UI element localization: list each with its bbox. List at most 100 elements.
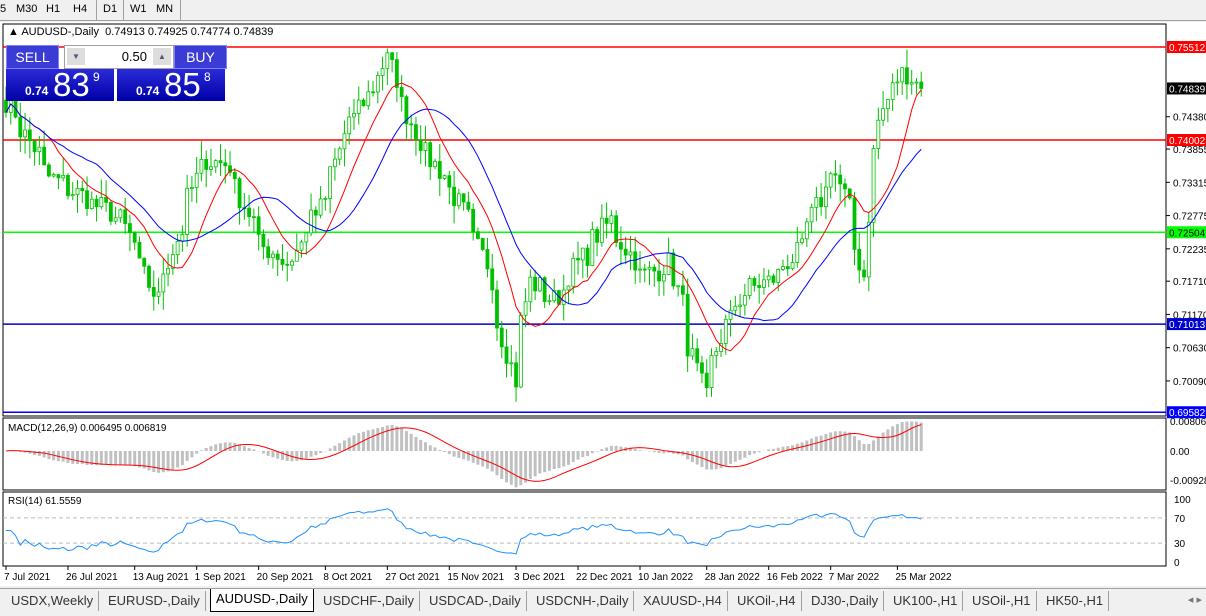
candle (33, 141, 36, 152)
buy-price[interactable]: 0.74 85 8 (117, 69, 225, 101)
candle (624, 249, 627, 255)
candle (500, 328, 503, 347)
candle (138, 242, 141, 258)
candle (238, 179, 241, 208)
timeframe-D1[interactable]: D1 (103, 3, 117, 15)
candle (434, 161, 437, 166)
macd-tick-label: 0.00 (1170, 447, 1190, 458)
tab-usoil-h1[interactable]: USOil-,H1 (967, 591, 1037, 611)
macd-histogram-bar (214, 444, 217, 451)
macd-histogram-bar (267, 451, 270, 456)
candle (47, 165, 50, 176)
tab-usdx-weekly[interactable]: USDX,Weekly (6, 591, 99, 611)
price-tick-label: 0.74380 (1173, 113, 1206, 124)
macd-histogram-bar (743, 451, 746, 458)
price-tick-label: 0.72775 (1173, 212, 1206, 223)
timeframe-H1[interactable]: H1 (46, 3, 60, 15)
macd-histogram-bar (252, 449, 255, 451)
tab-hk50-h1[interactable]: HK50-,H1 (1041, 591, 1109, 611)
candle (548, 301, 551, 302)
tab-usdcnh-daily[interactable]: USDCNH-,Daily (531, 591, 634, 611)
chart-canvas[interactable]: 0.743800.738550.733150.727750.722350.717… (0, 22, 1206, 586)
date-tick-label: 8 Oct 2021 (323, 572, 372, 583)
timeframe-W1[interactable]: W1 (130, 3, 147, 15)
macd-histogram-bar (367, 430, 370, 451)
tab-usdcad-daily[interactable]: USDCAD-,Daily (424, 591, 527, 611)
candle (271, 254, 274, 258)
timeframe-5[interactable]: 5 (0, 3, 6, 15)
candle (429, 143, 432, 167)
candle (915, 82, 918, 83)
sell-button[interactable]: SELL (6, 45, 59, 69)
candle (24, 130, 27, 137)
increase-lot-icon[interactable]: ▲ (153, 48, 171, 65)
tab-xauusd-h4[interactable]: XAUUSD-,H4 (638, 591, 728, 611)
rsi-tick-label: 70 (1174, 514, 1186, 525)
rsi-tick-label: 0 (1174, 558, 1180, 569)
tab-dj30-daily[interactable]: DJ30-,Daily (806, 591, 884, 611)
level-price-label: 0.72504 (1169, 228, 1206, 239)
candle (310, 210, 313, 233)
macd-histogram-bar (910, 421, 913, 451)
tab-uk100-h1[interactable]: UK100-,H1 (888, 591, 963, 611)
candle (600, 218, 603, 242)
decrease-lot-icon[interactable]: ▼ (67, 48, 85, 65)
candle (410, 124, 413, 125)
candle (81, 188, 84, 190)
candle (176, 241, 179, 254)
candle (610, 216, 613, 224)
candle (796, 242, 799, 262)
candle (276, 254, 279, 259)
candle (867, 222, 870, 277)
macd-histogram-bar (209, 446, 212, 451)
macd-histogram-bar (791, 445, 794, 451)
candle (219, 161, 222, 163)
macd-histogram-bar (734, 451, 737, 462)
tab-eurusd-daily[interactable]: EURUSD-,Daily (103, 591, 206, 611)
date-tick-label: 27 Oct 2021 (385, 572, 440, 583)
candle (100, 197, 103, 206)
candle (109, 202, 112, 221)
candle (281, 259, 284, 264)
candle (448, 176, 451, 187)
timeframe-H4[interactable]: H4 (73, 3, 87, 15)
candle (119, 210, 122, 218)
macd-histogram-bar (591, 451, 594, 453)
candle (291, 261, 294, 265)
candle (343, 134, 346, 149)
macd-histogram-bar (553, 451, 556, 469)
lot-size-input[interactable]: 0.50 (122, 49, 147, 64)
macd-histogram-bar (114, 451, 117, 465)
macd-histogram-bar (181, 451, 184, 465)
macd-histogram-bar (467, 451, 470, 461)
macd-histogram-bar (119, 451, 122, 465)
candle (805, 222, 808, 239)
timeframe-MN[interactable]: MN (156, 3, 173, 15)
tab-usdchf-daily[interactable]: USDCHF-,Daily (318, 591, 420, 611)
candle (519, 315, 522, 387)
candle (381, 68, 384, 75)
candle (715, 352, 718, 356)
tab-scroll-arrows-icon[interactable]: ◂ ▸ (1188, 593, 1202, 606)
tab-ukoil-h4[interactable]: UKOil-,H4 (732, 591, 802, 611)
divider (180, 0, 181, 20)
macd-histogram-bar (195, 451, 198, 454)
sell-price[interactable]: 0.74 83 9 (6, 69, 114, 101)
macd-histogram-bar (128, 451, 131, 466)
candle (286, 264, 289, 265)
collapse-triangle-icon[interactable]: ▲ (8, 26, 19, 38)
macd-histogram-bar (839, 431, 842, 451)
timeframe-M30[interactable]: M30 (16, 3, 37, 15)
buy-price-prefix: 0.74 (136, 84, 159, 98)
candle (400, 87, 403, 96)
macd-histogram-bar (767, 450, 770, 451)
candle (658, 271, 661, 281)
candle (486, 249, 489, 268)
macd-histogram-bar (124, 451, 127, 465)
candle (577, 258, 580, 260)
tab-audusd-daily[interactable]: AUDUSD-,Daily (210, 589, 314, 612)
candle (329, 167, 332, 199)
candle (95, 199, 98, 206)
candle (248, 208, 251, 217)
